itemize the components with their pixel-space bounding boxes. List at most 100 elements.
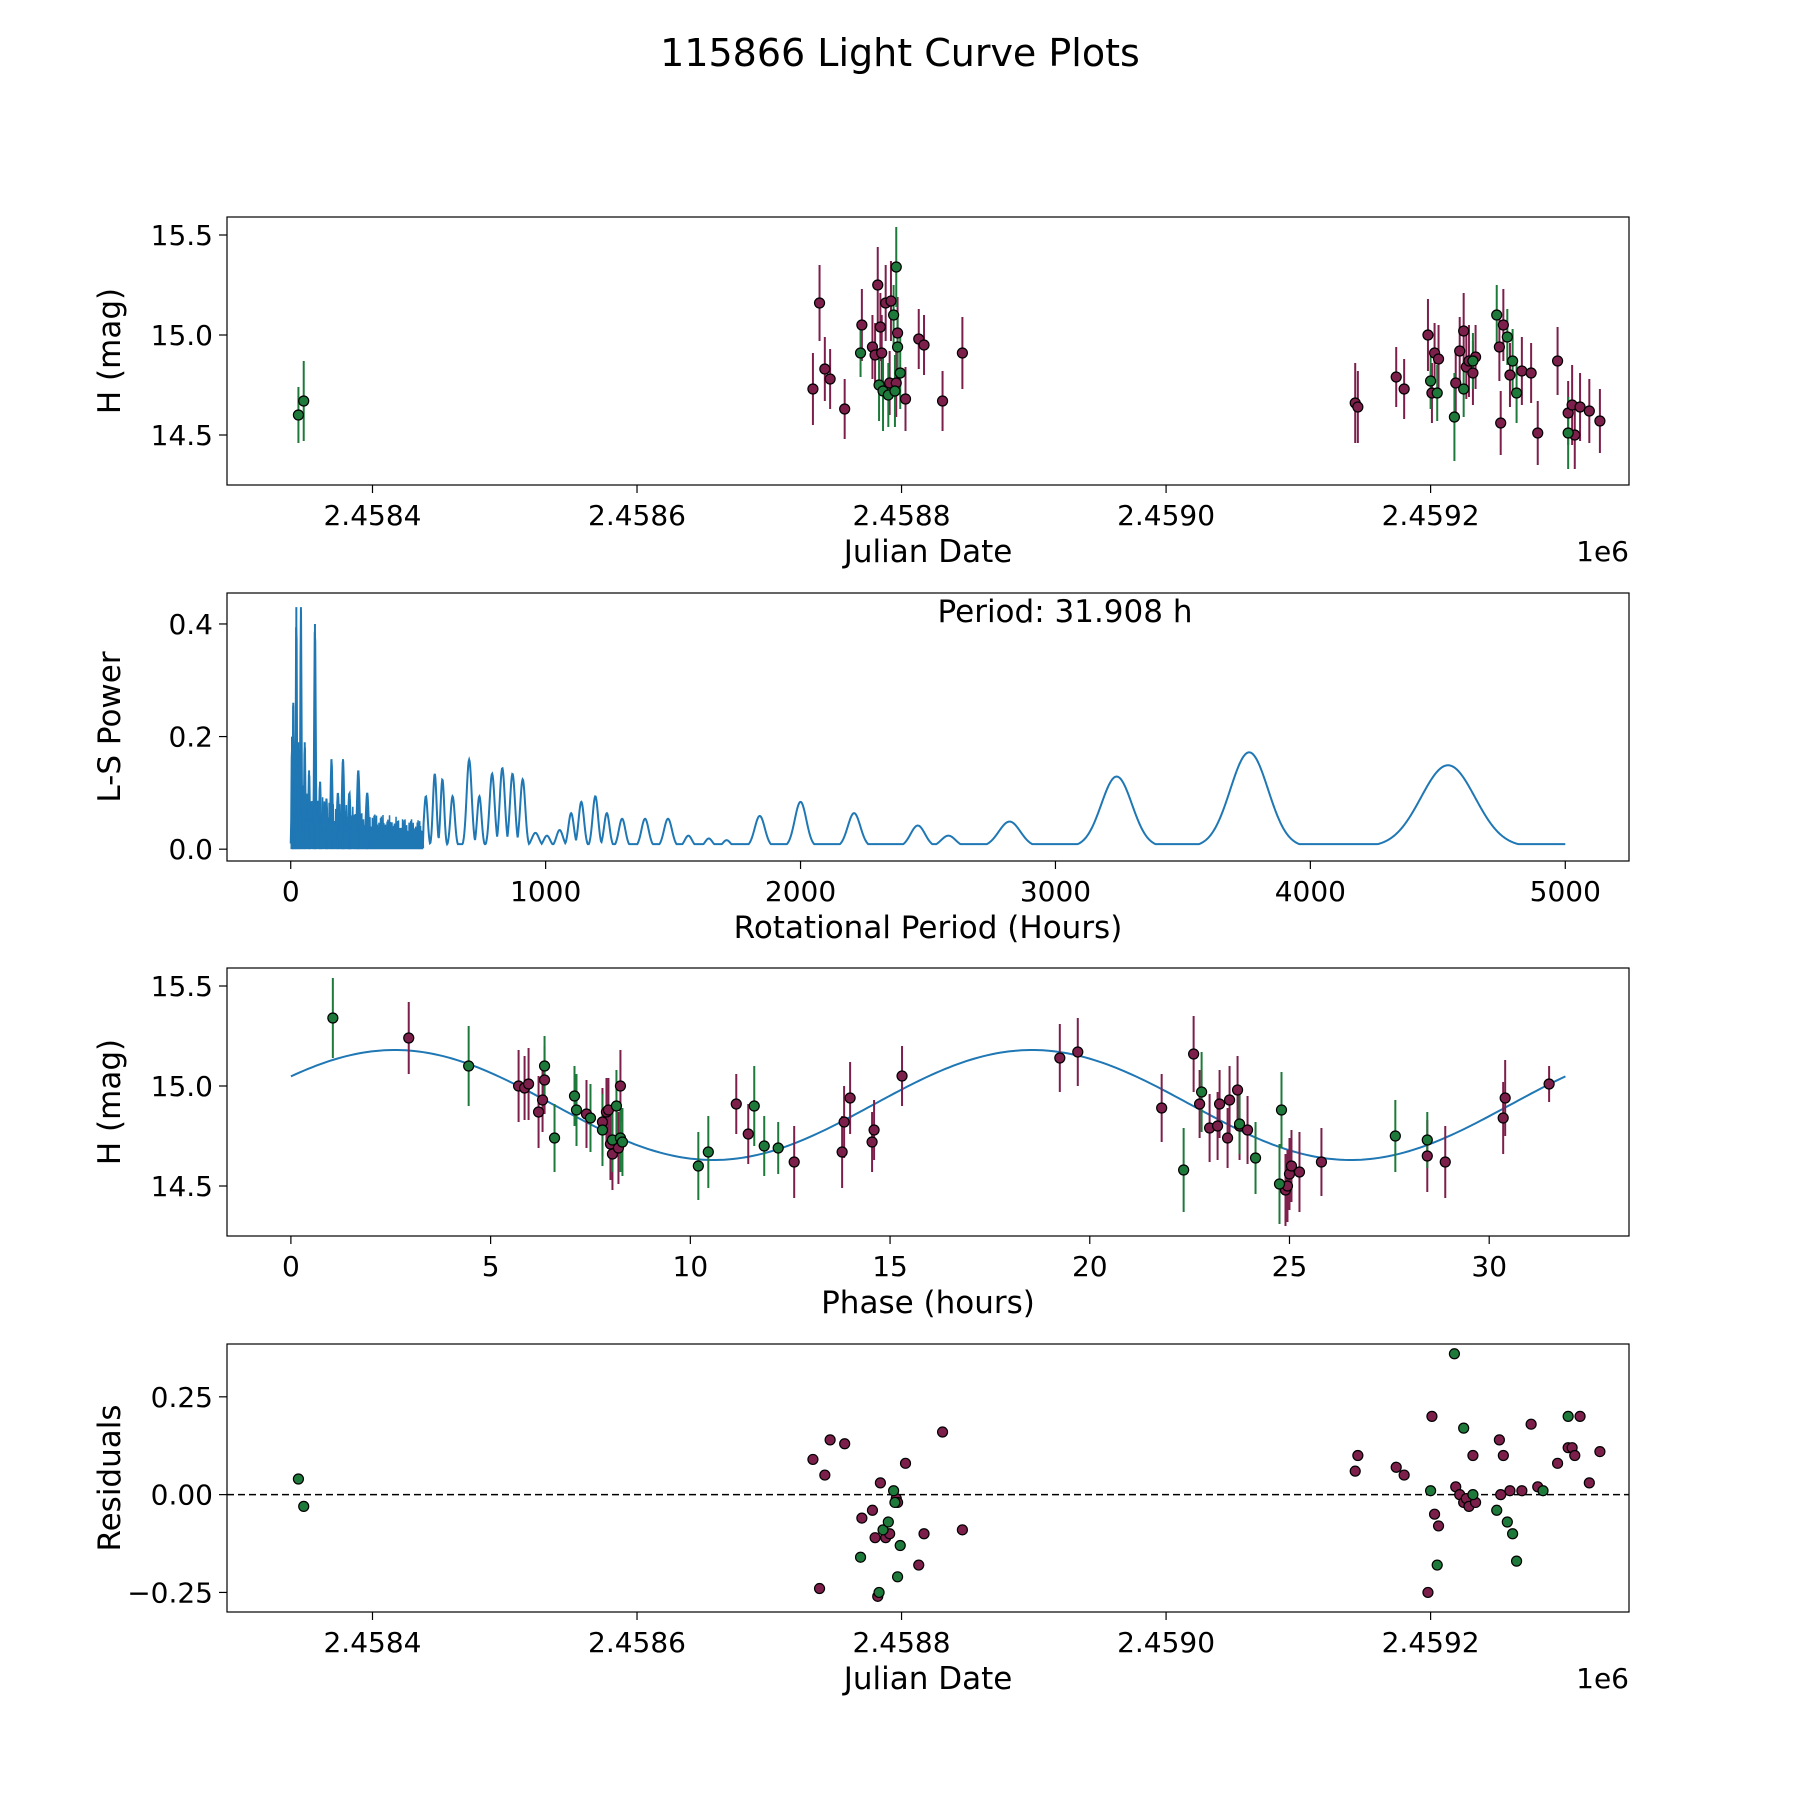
maroon-data-point (538, 1074, 551, 1086)
periodogram-line (289, 610, 1566, 847)
maroon-data-point (1156, 1102, 1168, 1114)
y-tick-label: 0.0 (168, 833, 213, 866)
x-tick-label: 2.4584 (323, 499, 421, 532)
maroon-data-point (813, 1582, 826, 1595)
green-data-point (538, 1060, 551, 1072)
green-data-point (1178, 1164, 1190, 1176)
y-axis-label: H (mag) (92, 1039, 128, 1165)
green-data-point (888, 1485, 900, 1497)
x-axis-label: Julian Date (842, 1661, 1013, 1697)
green-data-point (1458, 1422, 1470, 1434)
maroon-data-point (876, 347, 888, 359)
periodogram-panel: Period: 31.908 h 0 1000 2000 3000 4000 5000 0.… (92, 592, 1630, 946)
maroon-data-point (885, 295, 897, 307)
maroon-data-point (1439, 1156, 1451, 1168)
y-axis-label: H (mag) (92, 288, 128, 414)
green-data-point (1448, 1348, 1461, 1360)
x-tick-label: 25 (1272, 1250, 1308, 1283)
x-axis-label: Rotational Period (Hours) (734, 910, 1123, 946)
x-tick-label: 5000 (1530, 875, 1601, 908)
maroon-data-point (874, 321, 886, 333)
green-data-point (1233, 1118, 1246, 1130)
green-data-point (463, 1060, 475, 1072)
light-curve-panel: 2.4584 2.4586 2.4588 2.4590 2.4592 14.5 15.0 15… (92, 216, 1630, 570)
green-data-point (327, 1012, 339, 1024)
maroon-data-point (1497, 1449, 1509, 1462)
green-data-point (292, 1473, 305, 1485)
green-data-point (584, 1112, 597, 1124)
residuals-axes-frame (226, 1343, 1630, 1613)
green-data-point (1491, 1504, 1503, 1516)
maroon-data-point (1221, 1132, 1234, 1144)
maroon-data-point (1390, 371, 1402, 383)
maroon-data-point (896, 1070, 908, 1082)
maroon-data-point (1594, 1445, 1606, 1458)
maroon-data-point (819, 1469, 831, 1481)
periodogram-axes-frame (226, 592, 1630, 862)
green-data-point (596, 1124, 609, 1136)
maroon-data-point (1241, 1124, 1254, 1136)
green-data-point (890, 261, 902, 273)
maroon-data-point (844, 1092, 856, 1104)
green-data-point (1501, 331, 1513, 343)
green-data-point (1431, 387, 1443, 399)
maroon-data-point (1504, 369, 1516, 381)
maroon-data-point (1551, 355, 1564, 367)
green-data-point (570, 1104, 583, 1116)
y-tick-label: 15.0 (151, 319, 213, 352)
y-axis-label: L-S Power (92, 651, 128, 802)
maroon-data-point (1211, 1120, 1224, 1132)
maroon-data-point (730, 1098, 742, 1110)
green-data-point (610, 1100, 623, 1112)
maroon-data-point (742, 1128, 754, 1140)
maroon-data-point (936, 1426, 949, 1438)
y-tick-label: 14.5 (151, 419, 213, 452)
maroon-data-point (1432, 353, 1445, 365)
maroon-data-point (1293, 1166, 1306, 1178)
green-data-point (877, 1524, 889, 1536)
maroon-data-point (807, 1453, 819, 1466)
green-data-point (692, 1160, 704, 1172)
green-data-point (748, 1100, 760, 1112)
periodogram-plot-area (289, 607, 1566, 850)
maroon-data-point (1532, 427, 1544, 439)
maroon-data-point (1398, 1469, 1410, 1481)
green-data-point (1249, 1152, 1262, 1164)
green-data-point (894, 367, 906, 379)
maroon-data-point (956, 347, 968, 359)
x-tick-label: 2.4586 (588, 1626, 686, 1659)
maroon-data-point (1525, 1418, 1537, 1430)
maroon-data-point (866, 1504, 879, 1516)
x-tick-label: 2.4590 (1117, 1626, 1215, 1659)
maroon-data-point (838, 1116, 850, 1128)
maroon-data-point (869, 1532, 881, 1544)
maroon-data-point (807, 383, 819, 395)
green-data-point (758, 1140, 770, 1152)
x-tick-label: 4000 (1275, 875, 1346, 908)
y-tick-label: 15.0 (151, 1070, 213, 1103)
green-data-point (1510, 1555, 1523, 1567)
maroon-data-point (1543, 1078, 1555, 1090)
maroon-data-point (1467, 367, 1479, 379)
maroon-data-point (1497, 1112, 1509, 1124)
maroon-data-point (1285, 1160, 1298, 1172)
x-offset-label: 1e6 (1576, 1662, 1629, 1695)
maroon-data-point (403, 1032, 415, 1044)
green-data-point (888, 309, 900, 321)
green-data-point (1421, 1134, 1433, 1146)
maroon-data-point (1458, 325, 1470, 337)
maroon-data-point (1454, 345, 1466, 357)
maroon-data-point (899, 1457, 912, 1469)
x-tick-label: 3000 (1020, 875, 1091, 908)
maroon-data-point (1495, 417, 1507, 429)
maroon-data-point (1398, 383, 1410, 395)
maroon-data-point (819, 363, 831, 375)
maroon-data-point (891, 327, 904, 339)
y-tick-label: 15.5 (151, 219, 213, 252)
x-axis-label: Phase (hours) (821, 1285, 1035, 1321)
maroon-data-point (836, 1146, 848, 1158)
maroon-data-point (1525, 367, 1537, 379)
green-data-point (1491, 309, 1503, 321)
green-data-point (548, 1132, 561, 1144)
